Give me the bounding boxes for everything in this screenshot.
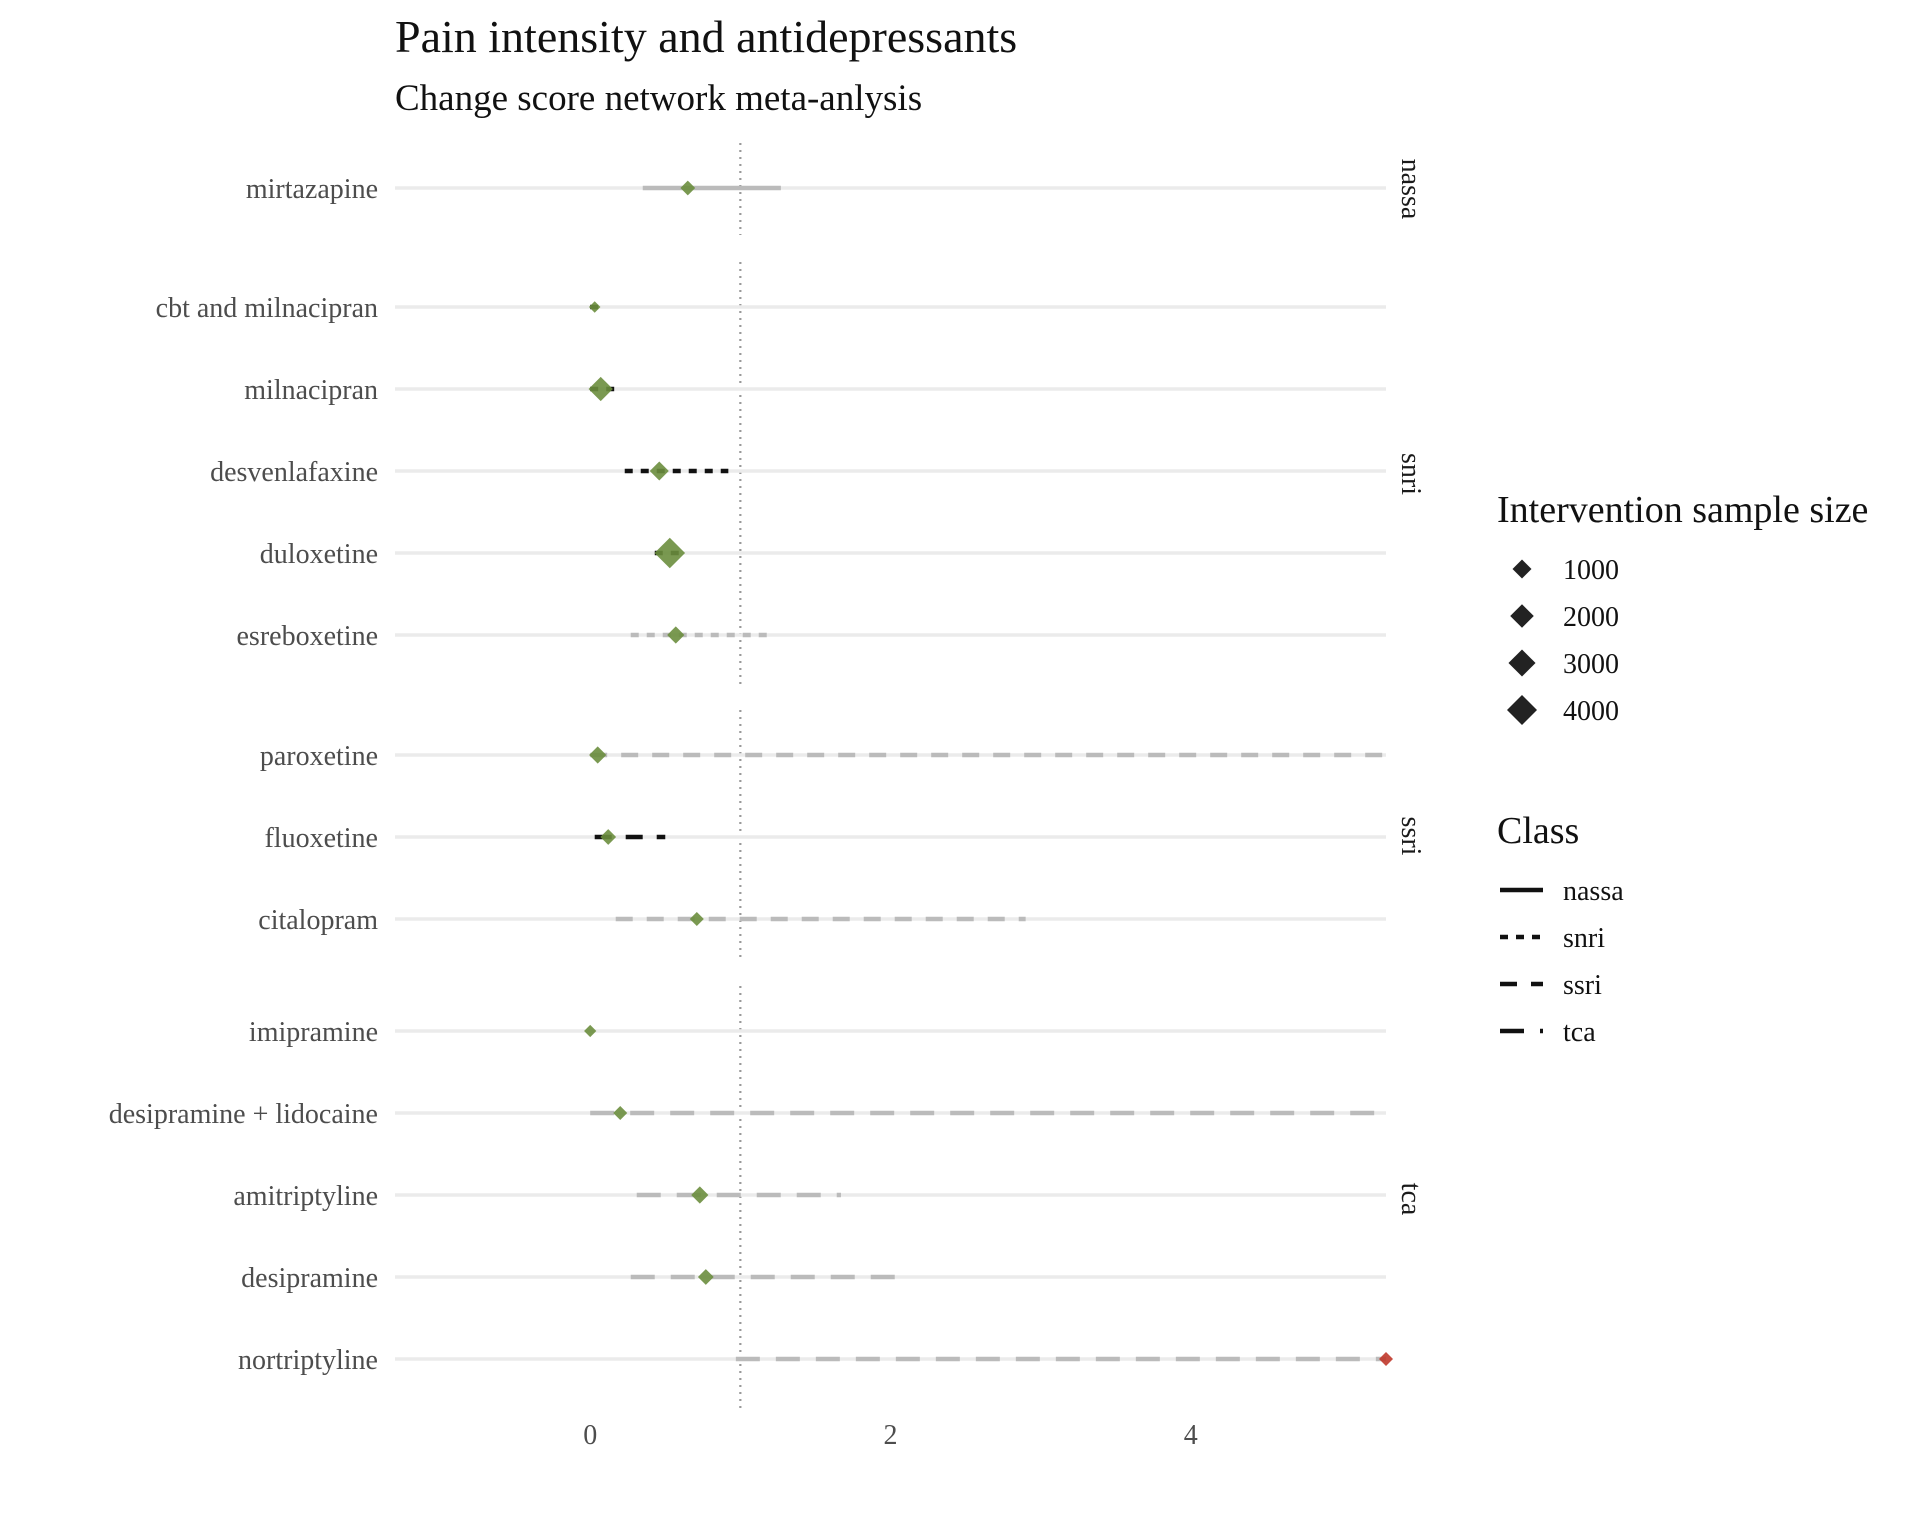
point-estimate [584,1024,597,1038]
forest-row: milnacipran [244,375,1386,406]
treatment-label: cbt and milnacipran [156,293,378,324]
treatment-label: esreboxetine [237,621,379,652]
treatment-label: duloxetine [260,539,378,570]
legend-label: snri [1563,923,1605,954]
strip-label: tca [1395,1183,1426,1216]
legend: Intervention sample size 1000 2000 3000 4000… [1497,489,1868,1048]
legend-size-key [1508,649,1536,677]
forest-row: amitriptyline [233,1181,1386,1212]
x-tick-label: 4 [1184,1420,1198,1451]
legend-class: Class nassa snri ssri tca [1497,810,1624,1048]
forest-row: cbt and milnacipran [156,293,1386,324]
treatment-label: mirtazapine [246,174,378,205]
panel-snri: snri cbt and milnacipran milnacipran desven… [156,262,1426,686]
treatment-label: nortriptyline [238,1345,378,1376]
forest-row: imipramine [249,1017,1386,1048]
point-estimate [588,376,613,402]
strip-label: nassa [1395,159,1426,220]
x-tick-label: 2 [884,1420,898,1451]
forest-row: paroxetine [260,741,1386,772]
point-estimate [697,1269,714,1285]
legend-label: tca [1563,1017,1596,1048]
legend-label: ssri [1563,970,1602,1001]
legend-label: 3000 [1563,649,1619,680]
legend-title: Intervention sample size [1497,489,1868,531]
treatment-label: citalopram [258,905,378,936]
point-estimate [691,1186,709,1204]
treatment-label: amitriptyline [233,1181,378,1212]
point-estimate [689,911,704,927]
point-estimate [667,626,685,644]
forest-row: nortriptyline [238,1345,1394,1376]
point-estimate [649,461,669,481]
legend-label: 1000 [1563,555,1619,586]
forest-row: desipramine + lidocaine [109,1099,1386,1130]
chart-subtitle: Change score network meta-anlysis [395,78,922,119]
treatment-label: desipramine + lidocaine [109,1099,378,1130]
forest-row: desipramine [241,1263,1386,1294]
treatment-label: paroxetine [260,741,378,772]
legend-label: 2000 [1563,602,1619,633]
chart-title: Pain intensity and antidepressants [395,11,1017,62]
treatment-label: fluoxetine [264,823,378,854]
plot-area: nassa mirtazapine snri cbt and milnacipran m… [109,143,1426,1451]
point-estimate [654,537,686,569]
treatment-label: imipramine [249,1017,378,1048]
forest-row: fluoxetine [264,823,1386,854]
point-estimate [588,301,601,313]
strip-label: snri [1395,453,1426,495]
forest-row: duloxetine [260,537,1386,570]
panel-tca: tca imipramine desipramine + lidocaine amit… [109,986,1426,1412]
legend-size-key [1510,604,1534,628]
x-axis: 0 2 4 [583,1420,1198,1451]
strip-label: ssri [1395,817,1426,856]
treatment-label: milnacipran [244,375,378,406]
legend-sample-size: Intervention sample size 1000 2000 3000 4000 [1497,489,1868,727]
legend-size-key [1507,695,1537,725]
point-estimate [1378,1351,1394,1367]
panel-nassa: nassa mirtazapine [246,143,1426,235]
point-estimate [680,180,696,196]
forest-row: citalopram [258,905,1386,936]
legend-label: nassa [1563,876,1624,907]
panel-ssri: ssri paroxetine fluoxetine citalopram [258,710,1426,962]
forest-row: desvenlafaxine [210,457,1386,488]
point-estimate [589,746,607,764]
treatment-label: desipramine [241,1263,378,1294]
point-estimate [600,829,617,845]
treatment-label: desvenlafaxine [210,457,378,488]
legend-title: Class [1497,810,1579,852]
point-estimate [613,1105,628,1121]
forest-row: mirtazapine [246,174,1386,205]
x-tick-label: 0 [583,1420,597,1451]
legend-label: 4000 [1563,696,1619,727]
forest-row: esreboxetine [237,621,1386,652]
legend-size-key [1512,559,1532,579]
